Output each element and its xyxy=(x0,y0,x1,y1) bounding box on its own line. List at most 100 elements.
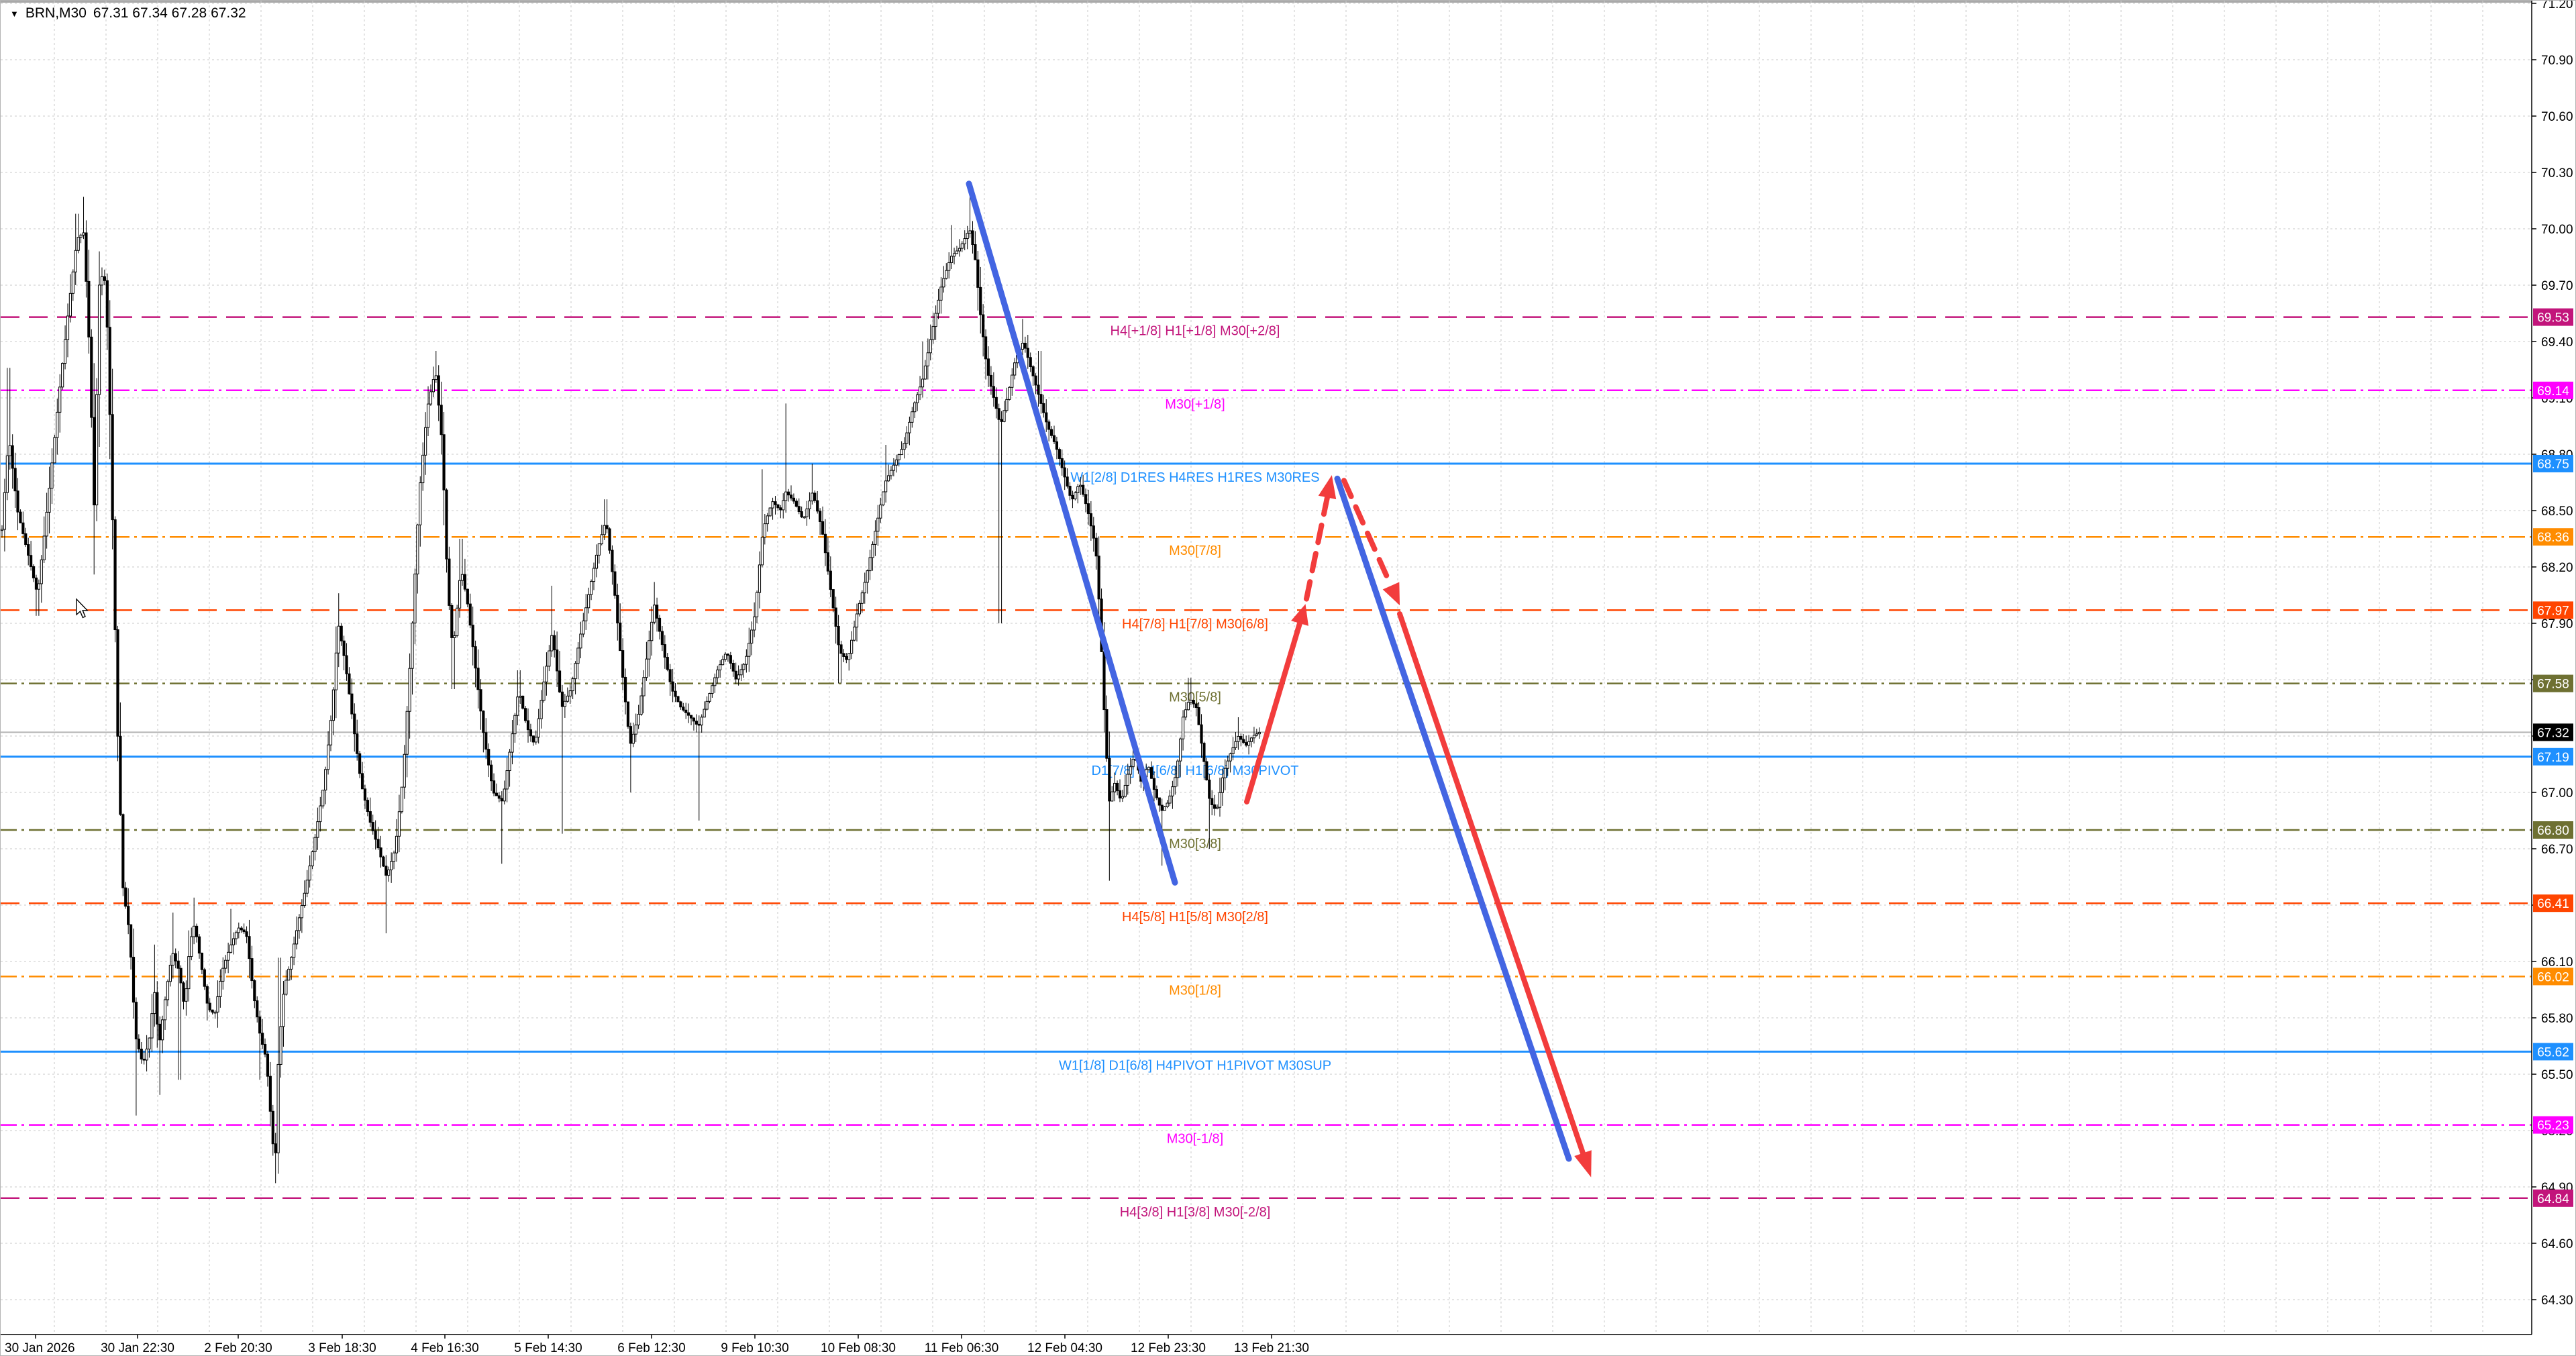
candle-body xyxy=(19,511,22,523)
price-badge-value: 66.80 xyxy=(2537,824,2569,838)
candle-body xyxy=(1058,449,1061,459)
level-label: H4[7/8] H1[7/8] M30[6/8] xyxy=(1122,617,1268,631)
candle-body xyxy=(903,443,906,450)
candle-body xyxy=(1060,458,1064,468)
candle-body xyxy=(240,927,243,931)
x-tick-label: 12 Feb 23:30 xyxy=(1131,1341,1206,1355)
candle-body xyxy=(539,700,543,719)
candle-body xyxy=(1,529,4,531)
candle-body xyxy=(623,676,627,702)
y-tick-label: 65.80 xyxy=(2541,1012,2573,1026)
price-badge xyxy=(2533,747,2573,766)
level-label: H4[5/8] H1[5/8] M30[2/8] xyxy=(1122,910,1268,925)
candle-body xyxy=(140,1048,143,1059)
candle-body xyxy=(597,543,601,556)
candle-body xyxy=(668,669,672,682)
red-arrow-down-solid[interactable] xyxy=(1397,611,1586,1156)
candle-body xyxy=(826,552,829,572)
candle-body xyxy=(363,788,367,801)
candle-body xyxy=(353,713,356,735)
candle-body xyxy=(700,717,703,726)
price-badge xyxy=(2533,1116,2573,1134)
candle-body xyxy=(134,1002,138,1040)
candle-body xyxy=(737,674,740,680)
candle-body xyxy=(852,627,856,641)
candle-body xyxy=(297,917,301,931)
candle-body xyxy=(689,715,693,719)
candle-body xyxy=(321,790,325,806)
candle-body xyxy=(268,1076,272,1112)
candle-body xyxy=(871,543,874,558)
candle-body xyxy=(282,994,285,1027)
candle-body xyxy=(163,999,167,1021)
candle-body xyxy=(813,492,817,501)
candle-body xyxy=(350,693,354,715)
candle-body xyxy=(808,501,811,509)
blue-trendline-down-1[interactable] xyxy=(966,180,1178,886)
red-arrow-up-dashed[interactable] xyxy=(1304,494,1330,602)
candle-body xyxy=(1013,362,1017,376)
candle-body xyxy=(266,1053,270,1077)
candle-body xyxy=(821,521,825,535)
level-label: H4[+1/8] H1[+1/8] M30[+2/8] xyxy=(1111,324,1280,339)
red-arrow-down-dashed-head[interactable] xyxy=(1382,582,1400,606)
candle-body xyxy=(295,930,299,945)
candle-body xyxy=(879,505,882,519)
candle-body xyxy=(868,557,872,572)
candle-body xyxy=(97,284,101,395)
candle-body xyxy=(1037,384,1040,395)
candle-body xyxy=(390,861,393,871)
symbol-dropdown-icon[interactable]: ▼ xyxy=(10,8,19,19)
red-arrow-down-solid-head[interactable] xyxy=(1574,1150,1592,1178)
candle-body xyxy=(124,887,127,907)
price-badges-layer: 69.53 69.14 68.75 68.36 67.97 67.58 67.19 66.80… xyxy=(2533,308,2573,1207)
red-arrow-up-solid-head[interactable] xyxy=(1291,604,1308,626)
candle-body xyxy=(331,689,336,721)
candle-body xyxy=(395,835,399,853)
candle-body xyxy=(626,701,630,727)
candle-body xyxy=(595,554,599,569)
candle-body xyxy=(1055,441,1059,450)
candle-body xyxy=(1105,709,1109,759)
candle-body xyxy=(313,837,317,853)
candle-body xyxy=(1084,494,1088,505)
candle-body xyxy=(1166,802,1169,808)
candle-body xyxy=(316,821,319,838)
blue-trendline-down-2[interactable] xyxy=(1334,475,1572,1162)
candle-body xyxy=(1157,797,1161,806)
candle-body xyxy=(584,607,588,621)
candle-body xyxy=(366,800,369,813)
level-label: M30[5/8] xyxy=(1169,690,1221,705)
red-arrow-down-dashed[interactable] xyxy=(1341,478,1394,588)
candle-body xyxy=(505,770,509,790)
candle-body xyxy=(600,534,603,545)
candle-body xyxy=(1034,375,1037,386)
time-axis[interactable] xyxy=(1,1335,2532,1356)
y-tick-label: 68.20 xyxy=(2541,561,2573,575)
red-arrow-up-solid[interactable] xyxy=(1244,621,1302,804)
candle-body xyxy=(319,805,322,823)
candle-body xyxy=(716,670,719,678)
price-badge-value: 68.36 xyxy=(2537,531,2569,545)
candle-body xyxy=(589,581,593,595)
candle-body xyxy=(952,253,956,257)
candle-body xyxy=(1218,792,1222,808)
red-arrow-up-dashed-head[interactable] xyxy=(1318,475,1337,500)
candle-body xyxy=(508,751,511,772)
candle-body xyxy=(723,654,727,660)
candle-body xyxy=(216,996,219,1012)
candle-body xyxy=(1239,735,1243,740)
y-tick-label: 70.60 xyxy=(2541,110,2573,124)
candle-body xyxy=(187,956,191,990)
candle-body xyxy=(379,847,382,857)
price-badge xyxy=(2533,1043,2573,1061)
candle-body xyxy=(293,943,296,958)
candle-body xyxy=(1121,796,1125,798)
candle-body xyxy=(850,639,854,654)
price-badge xyxy=(2533,674,2573,692)
candle-body xyxy=(34,577,38,590)
candle-body xyxy=(979,286,982,315)
candle-body xyxy=(676,696,680,702)
